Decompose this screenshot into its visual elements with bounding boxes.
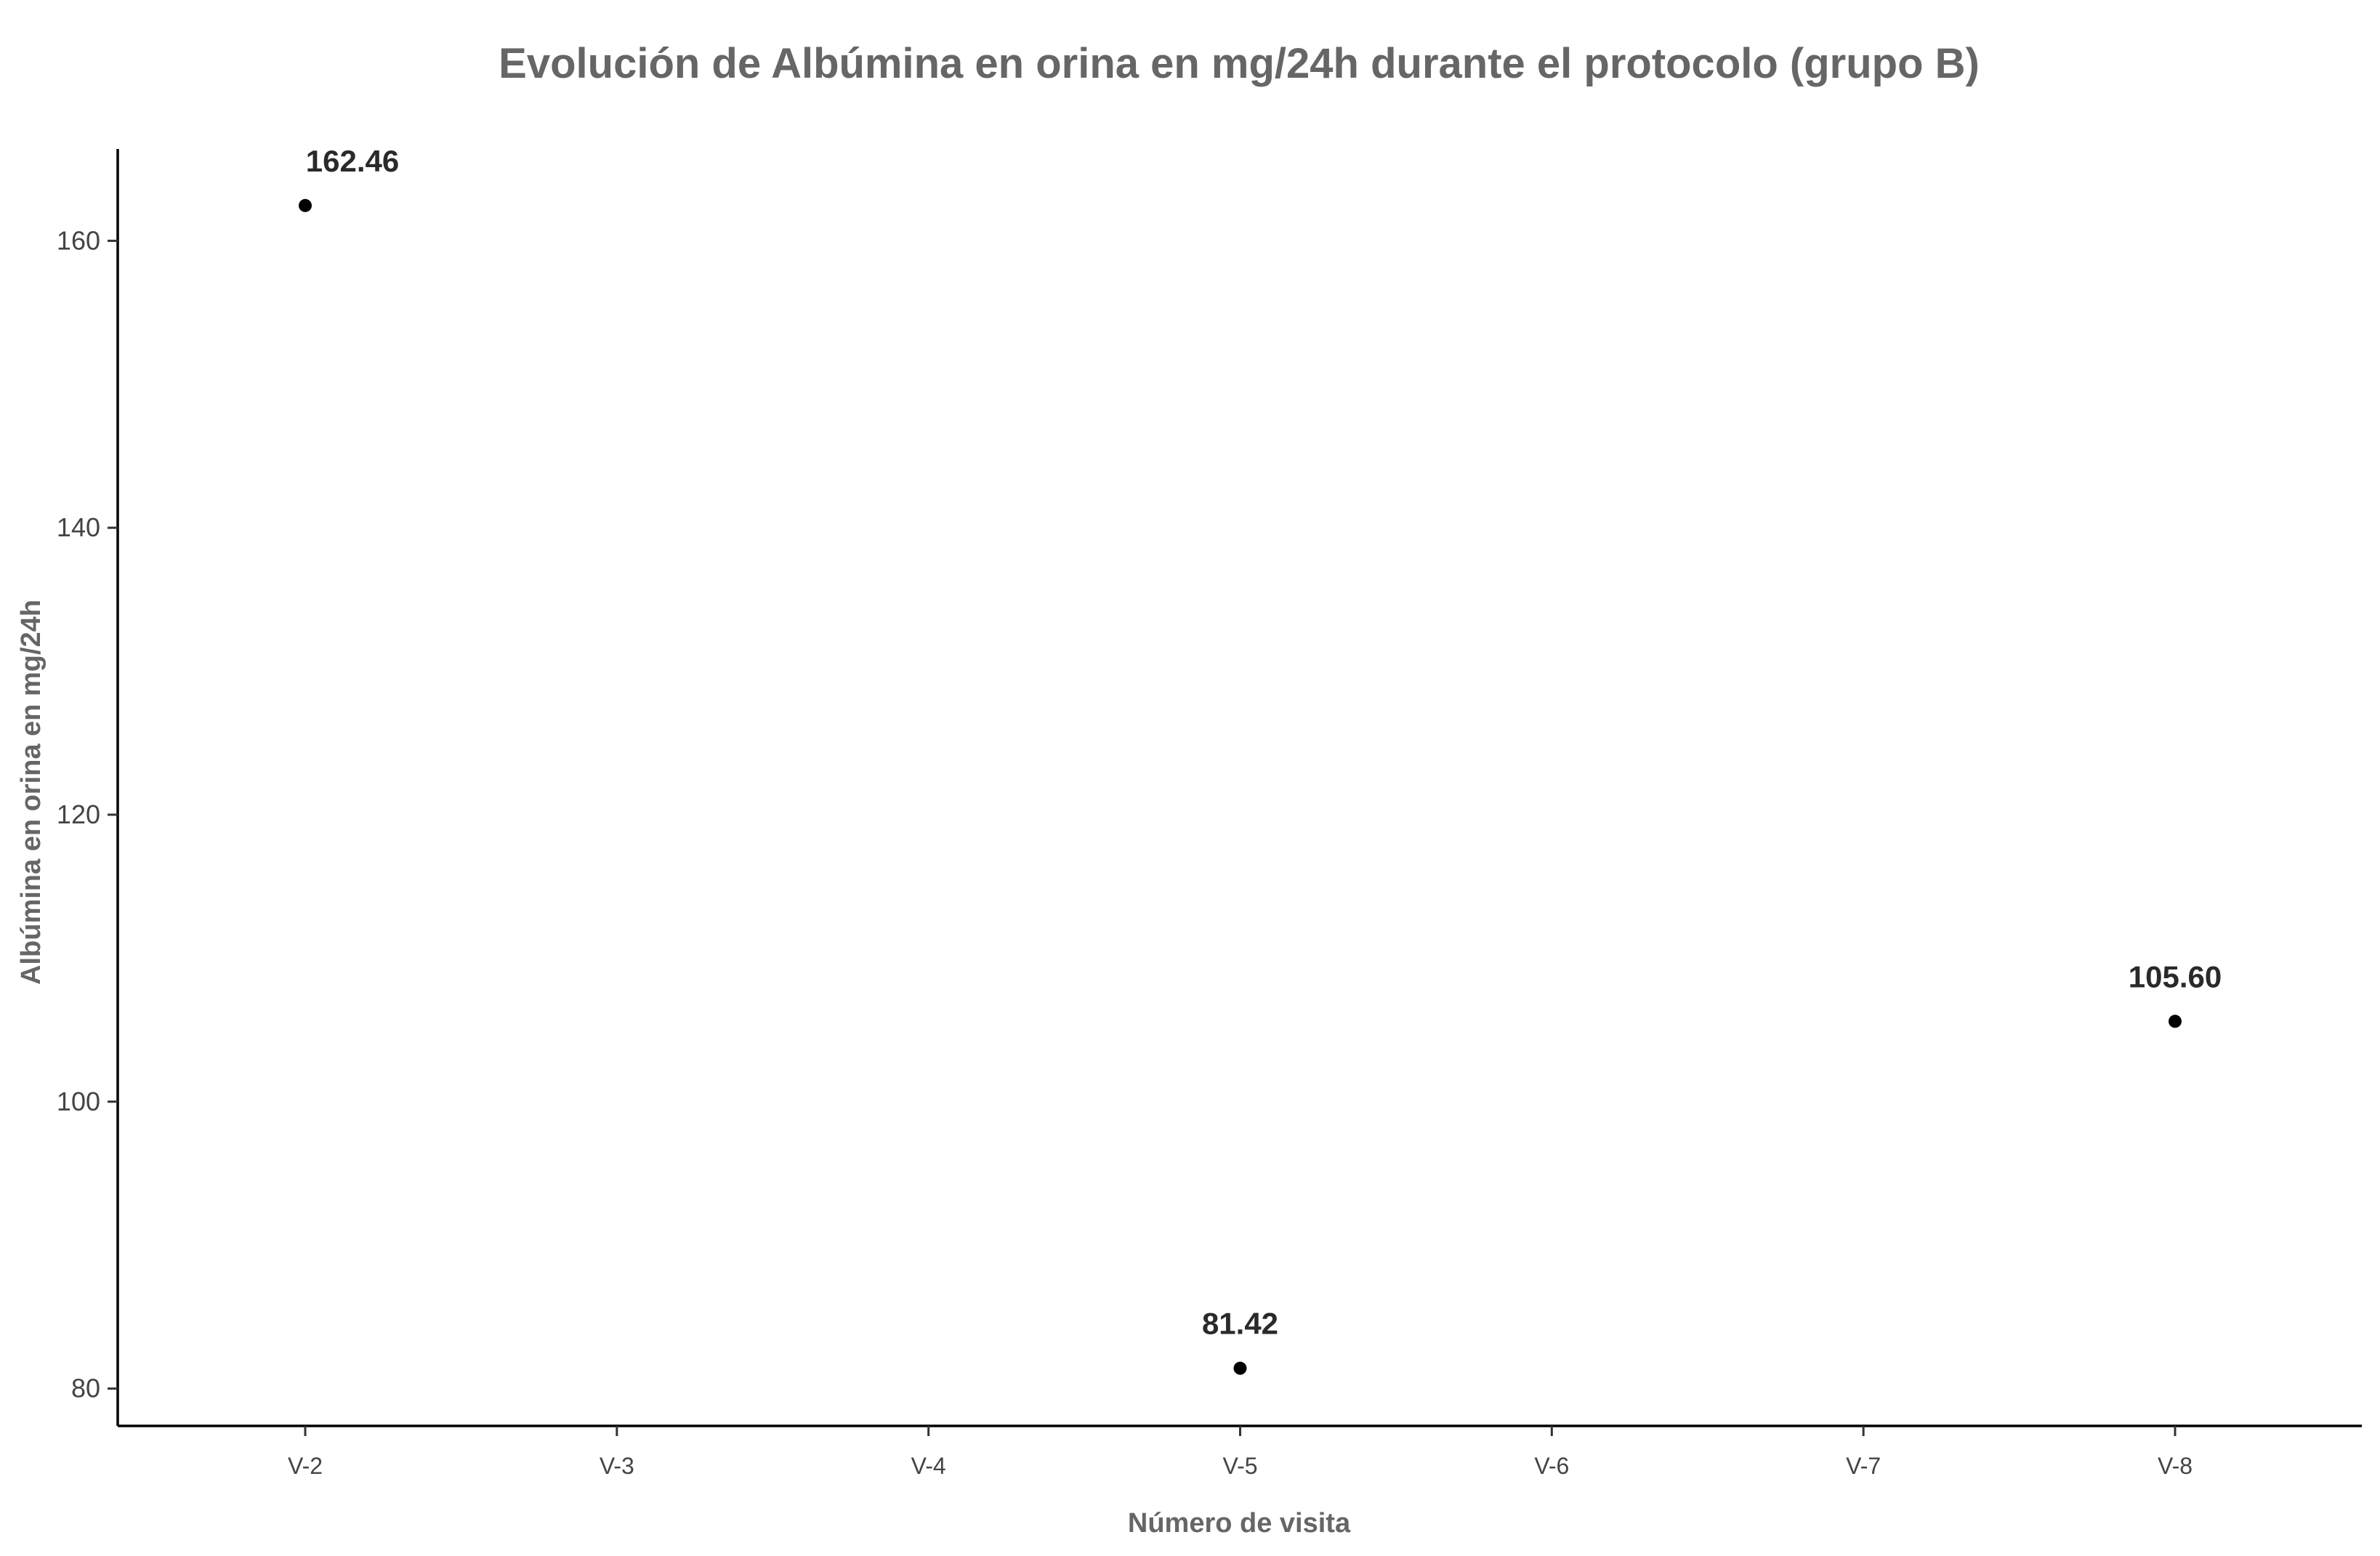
data-label: 105.60 — [2129, 959, 2222, 993]
data-point — [2169, 1015, 2182, 1028]
y-axis-label: Albúmina en orina en mg/24h — [16, 600, 47, 985]
x-tick-label: V-2 — [288, 1453, 323, 1479]
x-tick-label: V-3 — [600, 1453, 634, 1479]
x-tick-label: V-8 — [2158, 1453, 2193, 1479]
y-tick-label: 100 — [57, 1087, 100, 1116]
x-tick-label: V-4 — [911, 1453, 946, 1479]
y-tick-label: 140 — [57, 512, 100, 542]
y-tick-label: 80 — [71, 1374, 100, 1403]
x-tick-label: V-6 — [1534, 1453, 1569, 1479]
y-tick-label: 120 — [57, 799, 100, 829]
data-label: 81.42 — [1202, 1307, 1278, 1341]
data-label: 162.46 — [306, 144, 399, 178]
plot-area: 80 100 120 140 160 V-2 V-3 V-4 V-5 V-6 V-7 V-8 162.4… — [57, 144, 2362, 1479]
x-tick-label: V-7 — [1846, 1453, 1881, 1479]
chart-title: Evolución de Albúmina en orina en mg/24h… — [499, 40, 1980, 87]
data-point — [1233, 1361, 1247, 1375]
x-tick-label: V-5 — [1222, 1453, 1257, 1479]
data-point — [299, 198, 312, 212]
x-axis-label: Número de visita — [1128, 1508, 1351, 1539]
y-tick-label: 160 — [57, 225, 100, 255]
